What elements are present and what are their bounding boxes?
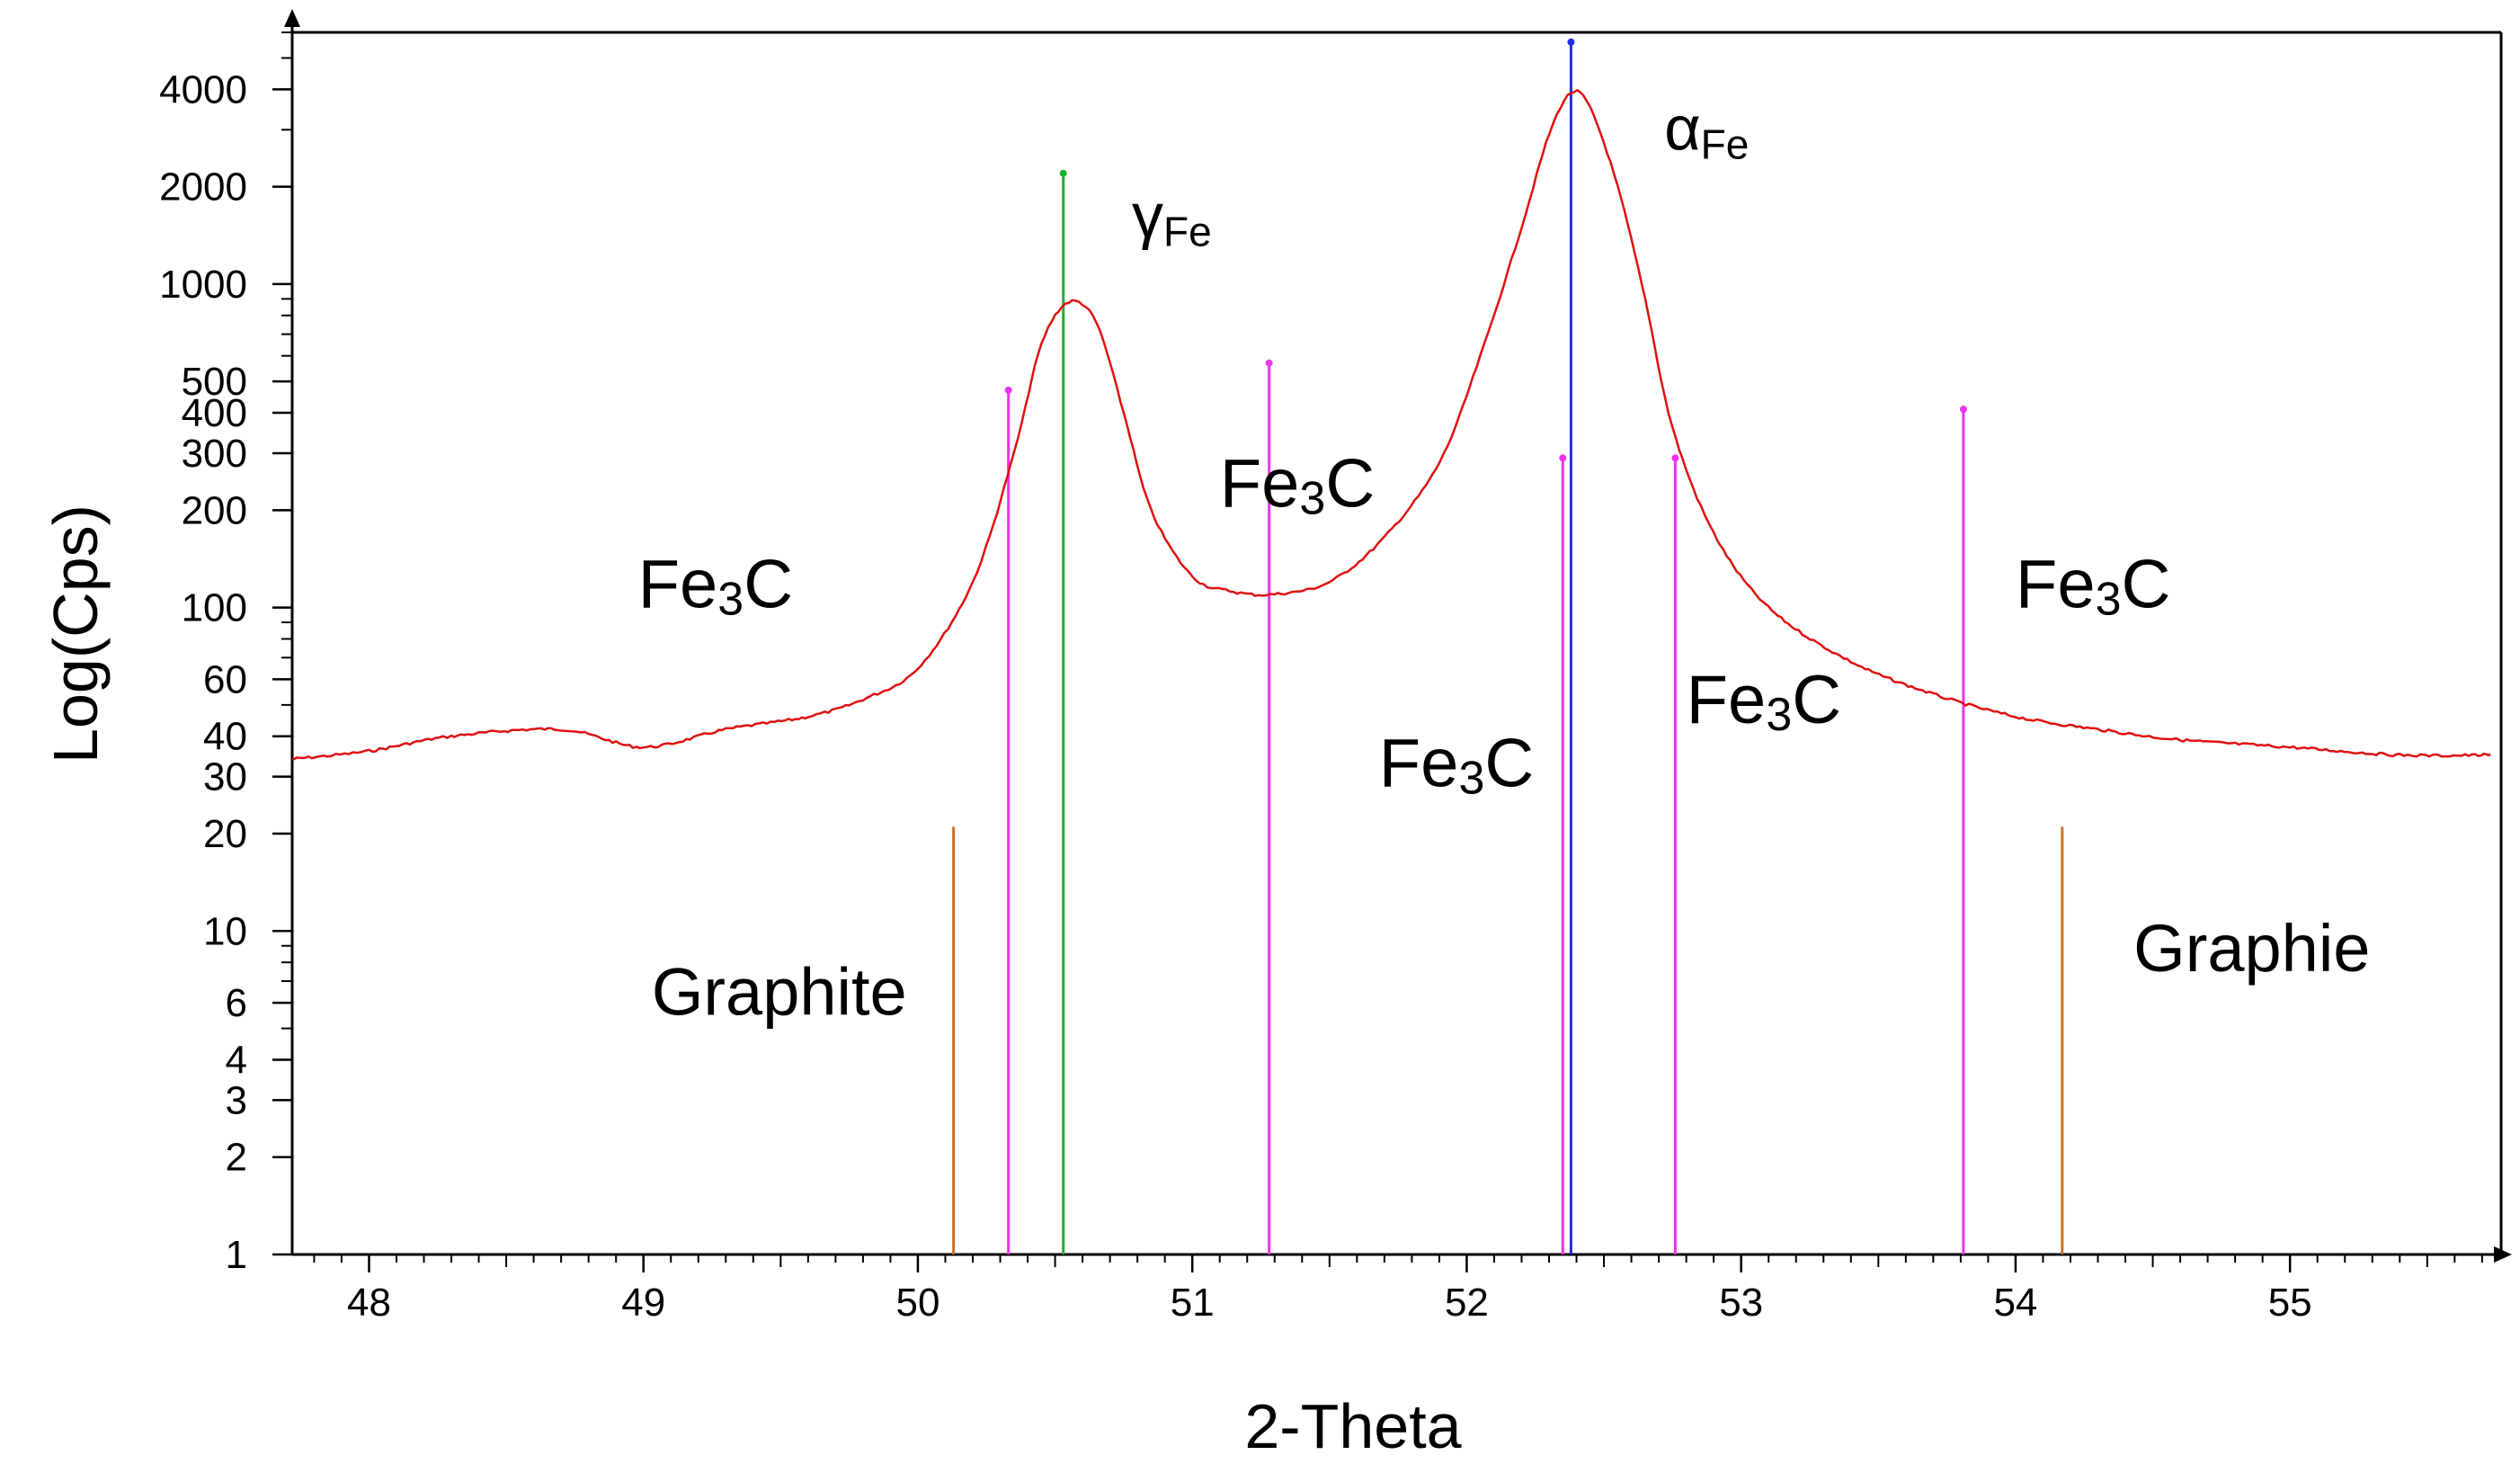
reference-peak-marker xyxy=(1959,406,1967,414)
y-tick-label: 300 xyxy=(182,432,247,476)
y-tick-label: 30 xyxy=(203,755,247,799)
y-tick-label: 2000 xyxy=(159,165,247,210)
x-axis-title: 2-Theta xyxy=(1244,1391,1461,1461)
y-tick-label: 60 xyxy=(203,657,247,701)
x-tick-label: 48 xyxy=(347,1281,391,1325)
annotations: Fe3C Fe3C Fe3C Fe3C Fe3C γFe αFe Graphite Graphi… xyxy=(638,94,2371,1030)
x-tick-label: 52 xyxy=(1445,1281,1489,1325)
reference-peak-marker xyxy=(1004,386,1012,394)
phase-label: αFe xyxy=(1664,94,1749,168)
y-tick-label: 3 xyxy=(226,1078,247,1122)
x-tick-label: 50 xyxy=(895,1281,939,1325)
y-tick-label: 4 xyxy=(226,1038,247,1082)
y-tick-label: 2 xyxy=(226,1136,247,1180)
y-tick-label: 20 xyxy=(203,812,247,856)
y-tick-label: 1 xyxy=(226,1233,247,1277)
phase-label: Fe3C xyxy=(1379,725,1535,804)
x-tick-label: 55 xyxy=(2268,1281,2312,1325)
phase-label: Fe3C xyxy=(638,547,794,626)
x-axis-arrow xyxy=(2494,1246,2512,1263)
y-tick-label: 4000 xyxy=(159,67,247,112)
y-axis-title: Log(Cps) xyxy=(40,504,111,763)
y-axis-arrow xyxy=(284,9,300,27)
series-layer xyxy=(292,88,2491,761)
phase-label: γFe xyxy=(1132,180,1212,254)
reference-peak-marker xyxy=(1567,38,1575,46)
phase-label: Fe3C xyxy=(1220,445,1376,524)
y-tick-label: 500 xyxy=(182,360,247,404)
y-tick-label: 100 xyxy=(182,586,247,630)
y-tick-label: 1000 xyxy=(159,263,247,307)
y-tick-label: 10 xyxy=(203,909,247,953)
y-tick-label: 200 xyxy=(182,488,247,532)
x-tick-label: 53 xyxy=(1719,1281,1763,1325)
reference-peak-marker xyxy=(1559,454,1567,462)
y-tick-label: 400 xyxy=(182,391,247,435)
xrd-series-line xyxy=(292,88,2491,761)
phase-label: Graphite xyxy=(652,955,907,1030)
phase-label: Fe3C xyxy=(1687,662,1842,741)
y-tick-label: 6 xyxy=(226,981,247,1025)
reference-peaks xyxy=(952,38,2064,1254)
reference-peak-marker xyxy=(1265,359,1273,367)
x-tick-label: 51 xyxy=(1171,1281,1215,1325)
x-tick-label: 54 xyxy=(1993,1281,2037,1325)
y-tick-label: 40 xyxy=(203,715,247,759)
reference-peak-marker xyxy=(1671,454,1679,462)
x-tick-label: 49 xyxy=(621,1281,665,1325)
phase-label: Graphie xyxy=(2133,911,2370,986)
phase-label: Fe3C xyxy=(2016,547,2171,626)
reference-peak-marker xyxy=(1059,169,1067,177)
